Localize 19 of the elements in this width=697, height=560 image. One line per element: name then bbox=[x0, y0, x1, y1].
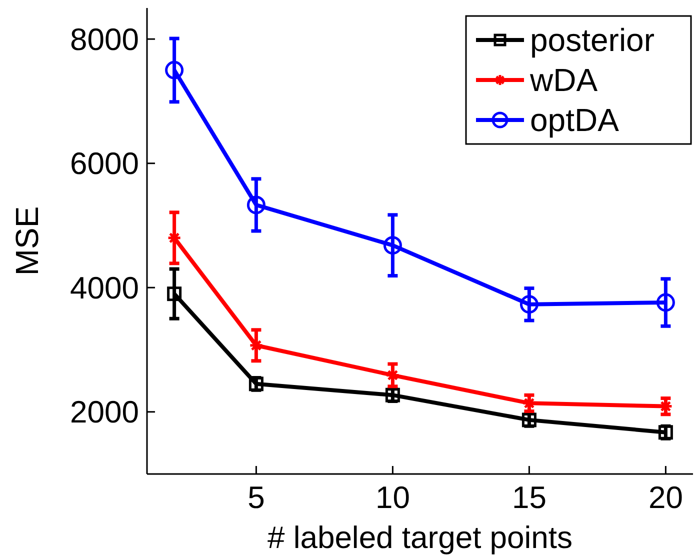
x-tick-label: 5 bbox=[248, 480, 265, 515]
y-tick-label: 8000 bbox=[70, 22, 139, 57]
point bbox=[656, 293, 675, 312]
legend-label: posterior bbox=[530, 22, 655, 58]
point bbox=[167, 286, 182, 302]
legend-label: optDA bbox=[530, 102, 620, 138]
point bbox=[165, 60, 184, 80]
y-tick-label: 4000 bbox=[70, 270, 139, 306]
y-tick-label: 2000 bbox=[70, 394, 139, 430]
point bbox=[383, 236, 402, 255]
point bbox=[520, 295, 538, 314]
x-axis-title: # labeled target points bbox=[267, 520, 573, 555]
x-tick-label: 20 bbox=[648, 480, 683, 515]
point bbox=[246, 196, 266, 214]
y-axis-title: MSE bbox=[9, 206, 45, 276]
legend-label: wDA bbox=[529, 62, 598, 98]
x-tick-label: 10 bbox=[375, 480, 410, 515]
y-tick-label: 6000 bbox=[70, 146, 139, 182]
x-tick-label: 15 bbox=[512, 480, 546, 515]
